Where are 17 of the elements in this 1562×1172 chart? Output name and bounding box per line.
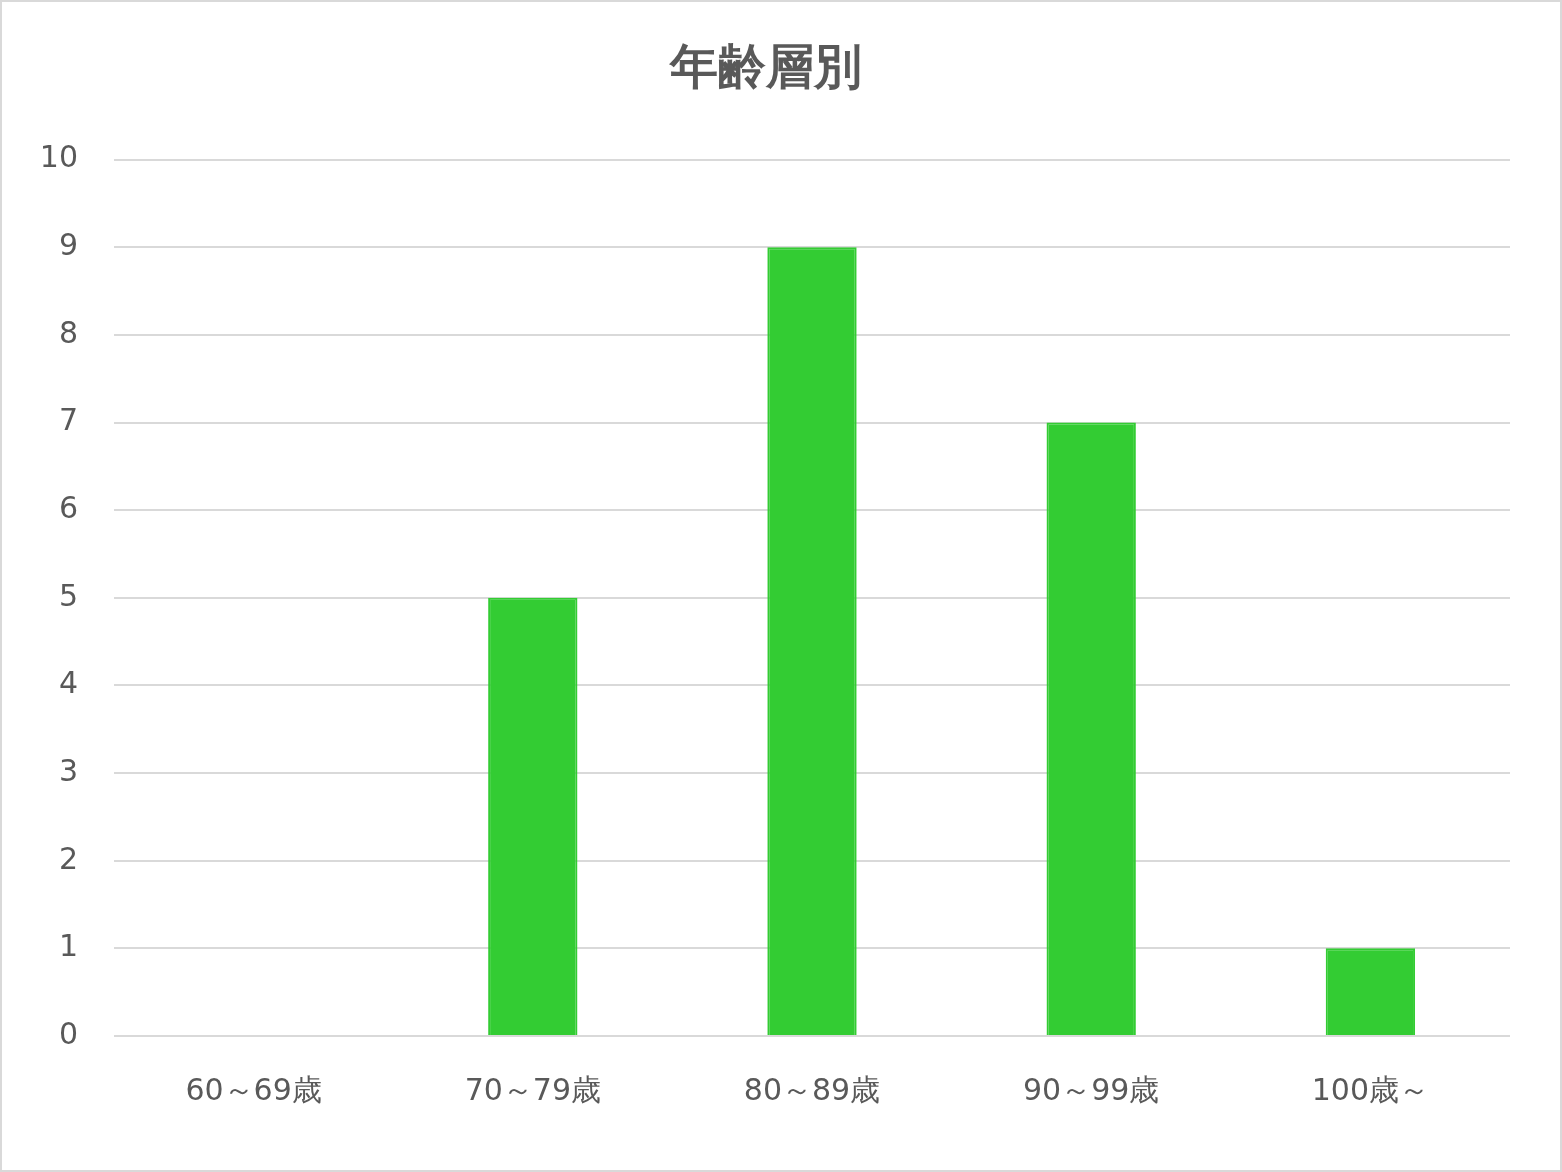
x-tick-label: 80～89歳 [743,1071,881,1107]
chart-title: 年齢層別 [668,38,862,95]
y-tick-label: 0 [58,1015,78,1051]
y-tick-label: 9 [58,227,78,263]
y-tick-label: 10 [39,139,78,175]
y-tick-label: 6 [58,489,78,525]
y-tick-label: 2 [58,840,78,876]
y-tick-label: 3 [58,752,78,788]
y-tick-label: 7 [58,402,78,438]
y-tick-label: 5 [58,577,78,613]
x-tick-label: 60～69歳 [185,1071,322,1107]
x-tick-label: 70～79歳 [464,1071,601,1107]
y-tick-label: 8 [58,314,78,350]
y-tick-label: 1 [58,928,78,964]
y-tick-label: 4 [58,665,78,701]
x-tick-label: 100歳～ [1311,1071,1430,1107]
x-tick-label: 90～99歳 [1023,1071,1160,1107]
